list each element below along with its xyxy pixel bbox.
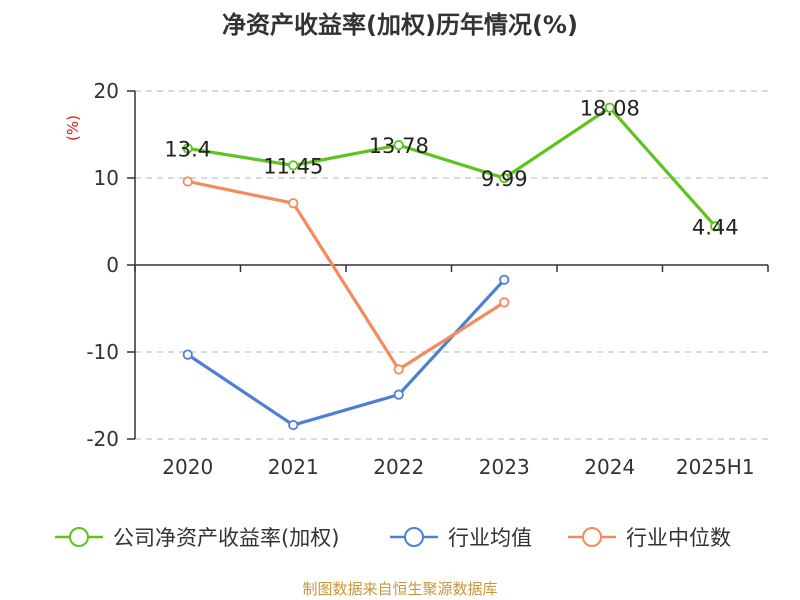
legend-label: 行业均值 <box>448 526 532 550</box>
data-point <box>499 274 510 285</box>
legend: 公司净资产收益率(加权) 行业均值 行业中位数 <box>55 526 731 550</box>
legend-label: 公司净资产收益率(加权) <box>113 526 339 550</box>
data-point <box>604 102 615 113</box>
y-tick-label: 0 <box>106 253 119 277</box>
legend-marker <box>404 527 424 547</box>
data-point <box>393 140 404 151</box>
data-point <box>288 160 299 171</box>
series-0 <box>182 102 721 232</box>
y-tick-label: -10 <box>86 340 119 364</box>
data-label: 13.78 <box>369 134 429 158</box>
data-point <box>182 349 193 360</box>
x-tick-label: 2020 <box>162 455 213 479</box>
data-label: 18.08 <box>580 97 640 121</box>
series-line <box>187 179 506 371</box>
y-tick-label: -20 <box>86 427 119 451</box>
y-tick-label: 20 <box>94 79 119 103</box>
legend-item-0: 公司净资产收益率(加权) <box>55 526 339 550</box>
source-note: 制图数据来自恒生聚源数据库 <box>302 580 497 598</box>
data-point <box>499 172 510 184</box>
legend-marker <box>582 527 602 547</box>
data-label: 9.99 <box>481 167 528 191</box>
data-point <box>288 419 299 431</box>
legend-item-2: 行业中位数 <box>568 526 731 550</box>
x-tick-label: 2025H1 <box>676 455 755 479</box>
data-label: 4.44 <box>692 215 739 239</box>
x-tick-label: 2023 <box>479 455 530 479</box>
data-label: 11.45 <box>263 154 323 178</box>
x-tick-label: 2022 <box>373 455 424 479</box>
data-point <box>499 297 510 308</box>
legend-item-1: 行业均值 <box>390 526 532 550</box>
data-point <box>182 176 193 187</box>
data-labels: 13.4 11.45 13.78 9.99 18.08 4.44 <box>164 97 738 240</box>
legend-label: 行业中位数 <box>626 526 731 550</box>
legend-marker <box>69 527 89 547</box>
x-tick-label: 2024 <box>584 455 635 479</box>
y-tick-label: 10 <box>94 166 119 190</box>
data-point <box>393 364 404 375</box>
data-point <box>182 143 193 154</box>
y-axis-label: (%) <box>64 115 82 141</box>
data-point <box>393 389 404 400</box>
x-tick-label: 2021 <box>268 455 319 479</box>
axes: 20 10 0 -10 -20 2020 2021 2022 2023 2024 2025H1 <box>86 79 769 479</box>
data-point <box>288 198 299 209</box>
series-2 <box>182 176 510 375</box>
data-label: 13.4 <box>164 137 211 161</box>
series-lines <box>182 102 721 431</box>
chart-title: 净资产收益率(加权)历年情况(%) <box>222 11 578 39</box>
series-line <box>187 106 717 228</box>
data-point <box>710 221 721 232</box>
